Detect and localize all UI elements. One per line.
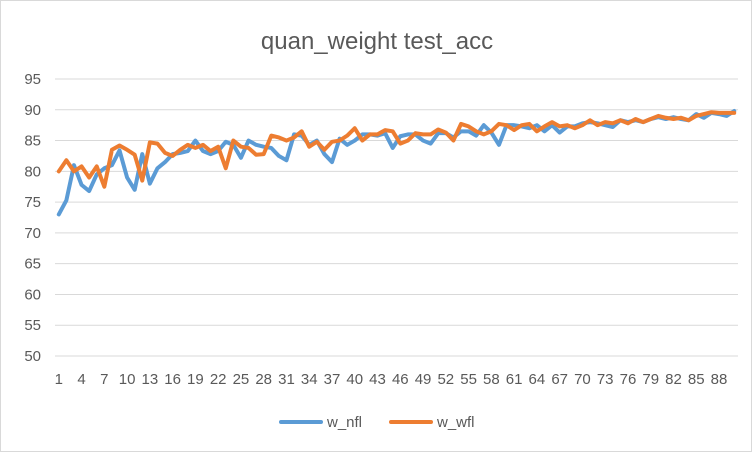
x-tick-label: 58 <box>483 371 500 388</box>
series-lines <box>56 109 737 217</box>
y-tick-label: 75 <box>24 194 41 211</box>
x-tick-label: 49 <box>415 371 432 388</box>
x-tick-label: 85 <box>688 371 705 388</box>
x-tick-label: 40 <box>346 371 363 388</box>
x-tick-label: 22 <box>210 371 227 388</box>
x-tick-label: 13 <box>142 371 159 388</box>
y-tick-label: 70 <box>24 225 41 242</box>
y-tick-label: 85 <box>24 133 41 150</box>
x-tick-label: 37 <box>324 371 341 388</box>
x-tick-label: 82 <box>665 371 682 388</box>
x-tick-label: 25 <box>233 371 250 388</box>
x-tick-label: 88 <box>711 371 728 388</box>
x-tick-label: 55 <box>460 371 477 388</box>
x-tick-label: 52 <box>437 371 454 388</box>
chart-title: quan_weight test_acc <box>261 28 493 55</box>
y-tick-label: 60 <box>24 286 41 303</box>
x-tick-label: 1 <box>55 371 63 388</box>
y-tick-label: 55 <box>24 317 41 334</box>
x-tick-label: 4 <box>77 371 85 388</box>
legend-label-w_nfl: w_nfl <box>326 414 362 431</box>
x-tick-label: 61 <box>506 371 523 388</box>
legend-label-w_wfl: w_wfl <box>436 414 475 431</box>
x-tick-label: 28 <box>255 371 272 388</box>
y-tick-label: 65 <box>24 256 41 273</box>
x-axis-ticks: 1 4 7 10 13 16 19 22 25 28 31 34 37 40 43 46 49 52 55 58 61 6… <box>55 371 728 388</box>
x-tick-label: 7 <box>100 371 108 388</box>
x-tick-label: 73 <box>597 371 614 388</box>
x-tick-label: 43 <box>369 371 386 388</box>
gridlines <box>55 78 738 357</box>
y-tick-label: 50 <box>24 348 41 365</box>
x-tick-label: 46 <box>392 371 409 388</box>
x-tick-label: 16 <box>164 371 181 388</box>
x-tick-label: 70 <box>574 371 591 388</box>
y-tick-label: 80 <box>24 163 41 180</box>
x-tick-label: 31 <box>278 371 295 388</box>
x-tick-label: 64 <box>529 371 546 388</box>
series-line-w_nfl <box>56 109 737 217</box>
x-tick-label: 76 <box>620 371 637 388</box>
x-tick-label: 19 <box>187 371 204 388</box>
x-tick-label: 79 <box>642 371 659 388</box>
y-tick-label: 90 <box>24 102 41 119</box>
x-tick-label: 10 <box>119 371 136 388</box>
y-tick-label: 95 <box>24 71 41 88</box>
x-tick-label: 67 <box>551 371 568 388</box>
legend: w_nfl w_wfl <box>279 414 475 431</box>
x-tick-label: 34 <box>301 371 318 388</box>
y-axis-ticks: 50 55 60 65 70 75 80 85 90 95 <box>24 71 41 365</box>
series-line-w_wfl <box>56 110 737 189</box>
